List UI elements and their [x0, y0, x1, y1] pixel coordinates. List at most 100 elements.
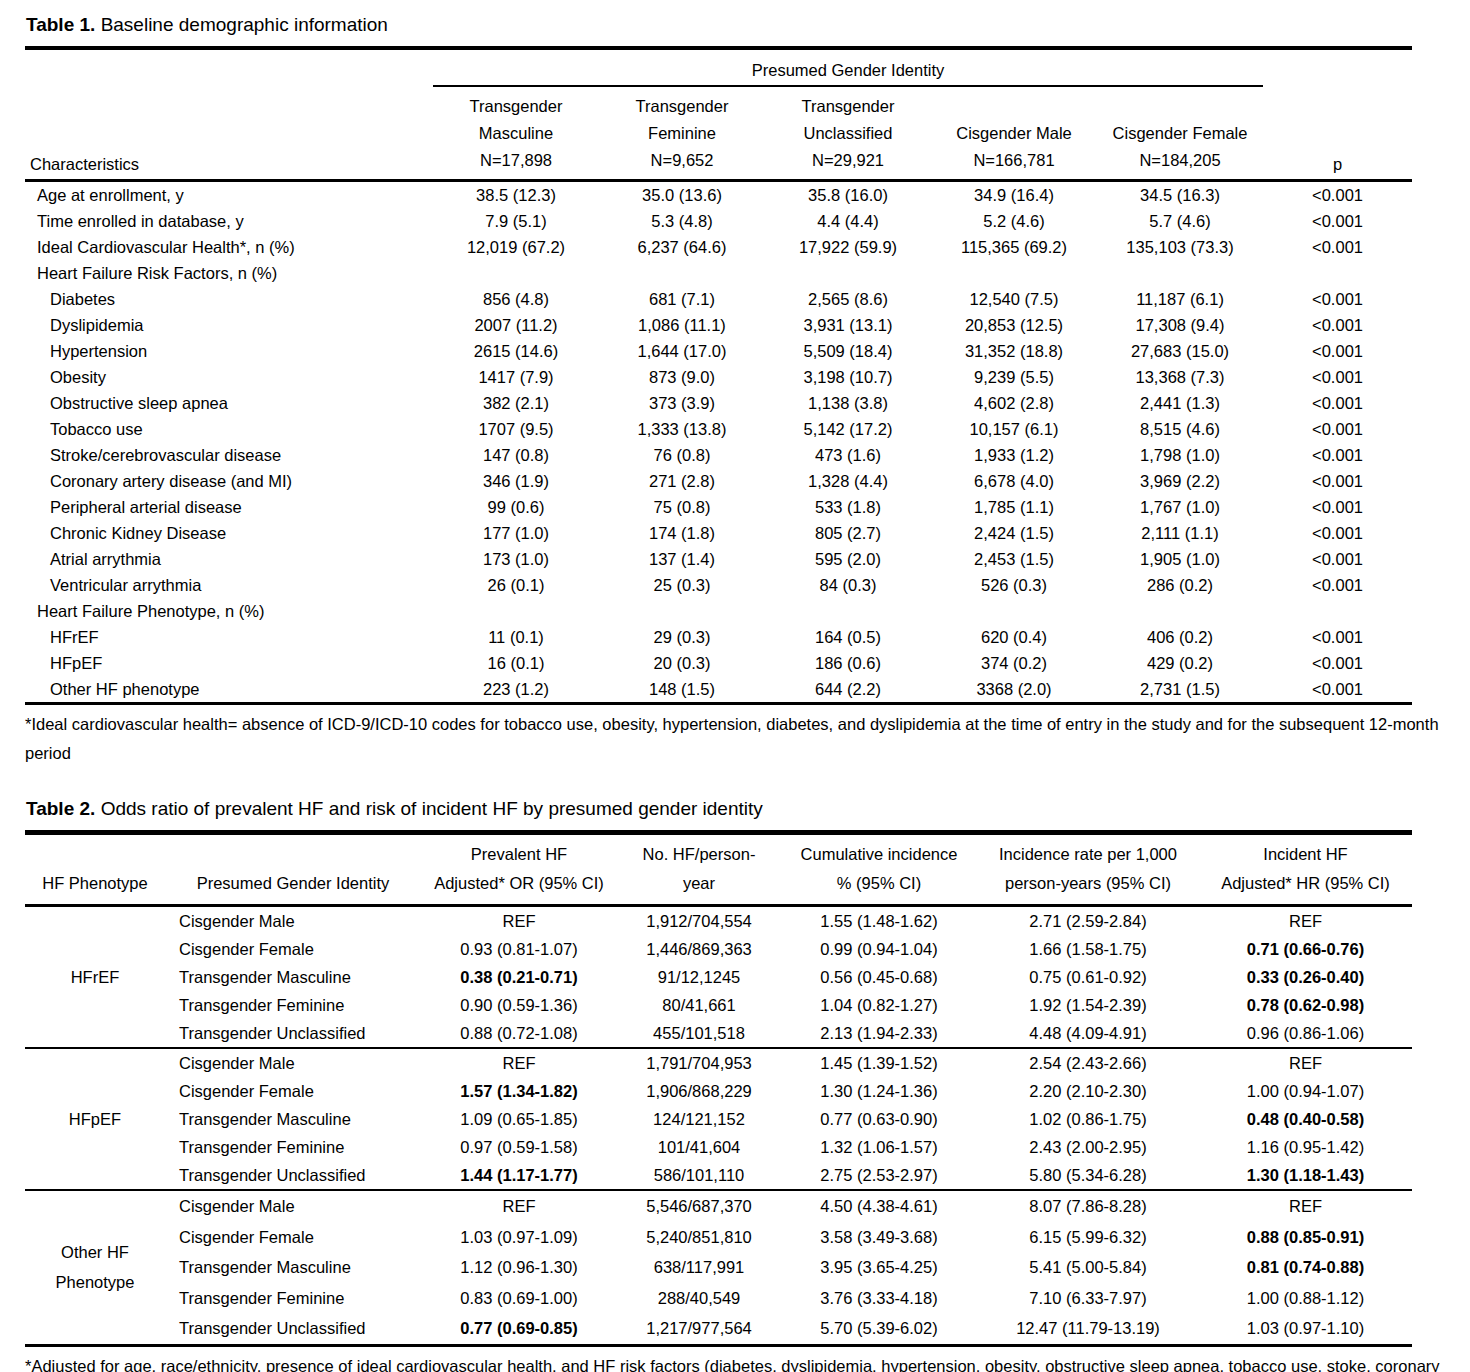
- value-cell: 271 (2.8): [599, 468, 765, 494]
- gender-identity-cell: Transgender Unclassified: [165, 1313, 421, 1345]
- incident-hr-cell: 0.81 (0.74-0.88): [1199, 1252, 1412, 1283]
- incidence-rate-cell: 5.41 (5.00-5.84): [977, 1252, 1199, 1283]
- value-cell: 1417 (7.9): [433, 364, 599, 390]
- incident-hr-cell: 0.48 (0.40-0.58): [1199, 1105, 1412, 1133]
- value-cell: 148 (1.5): [599, 676, 765, 704]
- phenotype-section: HFpEFCisgender MaleREF1,791/704,9531.45 …: [25, 1048, 1412, 1190]
- incidence-rate-cell: 2.71 (2.59-2.84): [977, 906, 1199, 936]
- row-label: Time enrolled in database, y: [25, 208, 433, 234]
- column-header-incident-hf-hr: Incident HF Adjusted* HR (95% CI): [1199, 833, 1412, 906]
- table1-body: Age at enrollment, y38.5 (12.3)35.0 (13.…: [25, 181, 1412, 704]
- column-header-characteristics: Characteristics: [25, 86, 433, 181]
- hf-person-year-cell: 586/101,110: [617, 1161, 781, 1190]
- row-label: HFpEF: [25, 650, 433, 676]
- table-row: Other HF PhenotypeCisgender MaleREF5,546…: [25, 1190, 1412, 1222]
- value-cell: 2007 (11.2): [433, 312, 599, 338]
- value-cell: 873 (9.0): [599, 364, 765, 390]
- value-cell: 35.8 (16.0): [765, 181, 931, 209]
- incident-hr-cell: 0.88 (0.85-0.91): [1199, 1222, 1412, 1253]
- row-label: Heart Failure Phenotype, n (%): [25, 598, 433, 624]
- incidence-rate-cell: 0.75 (0.61-0.92): [977, 963, 1199, 991]
- prevalent-or-cell: 1.09 (0.65-1.85): [421, 1105, 617, 1133]
- row-label: Ideal Cardiovascular Health*, n (%): [25, 234, 433, 260]
- incidence-rate-cell: 1.02 (0.86-1.75): [977, 1105, 1199, 1133]
- table-row: Transgender Feminine0.90 (0.59-1.36)80/4…: [25, 991, 1412, 1019]
- p-value-cell: <0.001: [1263, 546, 1412, 572]
- value-cell: 38.5 (12.3): [433, 181, 599, 209]
- value-cell: 2615 (14.6): [433, 338, 599, 364]
- row-label: Stroke/cerebrovascular disease: [25, 442, 433, 468]
- value-cell: 856 (4.8): [433, 286, 599, 312]
- hf-person-year-cell: 5,240/851,810: [617, 1222, 781, 1253]
- hf-person-year-cell: 124/121,152: [617, 1105, 781, 1133]
- p-value-cell: <0.001: [1263, 338, 1412, 364]
- value-cell: 84 (0.3): [765, 572, 931, 598]
- gender-identity-cell: Transgender Unclassified: [165, 1019, 421, 1048]
- table-row: Coronary artery disease (and MI)346 (1.9…: [25, 468, 1412, 494]
- value-cell: 1707 (9.5): [433, 416, 599, 442]
- table-row: Obesity1417 (7.9)873 (9.0)3,198 (10.7)9,…: [25, 364, 1412, 390]
- p-value-cell: <0.001: [1263, 208, 1412, 234]
- incidence-rate-cell: 2.54 (2.43-2.66): [977, 1048, 1199, 1077]
- row-label: Age at enrollment, y: [25, 181, 433, 209]
- row-label: Diabetes: [25, 286, 433, 312]
- table-row: Chronic Kidney Disease177 (1.0)174 (1.8)…: [25, 520, 1412, 546]
- value-cell: [765, 260, 931, 286]
- table2-title-label: Table 2.: [26, 798, 95, 819]
- cumulative-incidence-cell: 0.77 (0.63-0.90): [781, 1105, 977, 1133]
- table-row: Transgender Feminine0.97 (0.59-1.58)101/…: [25, 1133, 1412, 1161]
- value-cell: 4.4 (4.4): [765, 208, 931, 234]
- prevalent-or-cell: 1.03 (0.97-1.09): [421, 1222, 617, 1253]
- hf-person-year-cell: 1,791/704,953: [617, 1048, 781, 1077]
- table-row: Ventricular arrythmia26 (0.1)25 (0.3)84 …: [25, 572, 1412, 598]
- column-header-presumed-gender-identity: Presumed Gender Identity: [165, 833, 421, 906]
- column-header-cisgender-female: Cisgender Female N=184,205: [1097, 86, 1263, 181]
- prevalent-or-cell: 1.12 (0.96-1.30): [421, 1252, 617, 1283]
- value-cell: 173 (1.0): [433, 546, 599, 572]
- value-cell: 681 (7.1): [599, 286, 765, 312]
- hf-person-year-cell: 638/117,991: [617, 1252, 781, 1283]
- table2-footnote: *Adjusted for age, race/ethnicity, prese…: [25, 1352, 1445, 1372]
- p-value-cell: <0.001: [1263, 624, 1412, 650]
- value-cell: 8,515 (4.6): [1097, 416, 1263, 442]
- table-row: Transgender Feminine0.83 (0.69-1.00)288/…: [25, 1283, 1412, 1314]
- value-cell: 34.5 (16.3): [1097, 181, 1263, 209]
- value-cell: [1097, 260, 1263, 286]
- column-header-transgender-masculine: Transgender Masculine N=17,898: [433, 86, 599, 181]
- p-value-cell: <0.001: [1263, 494, 1412, 520]
- incident-hr-cell: 1.16 (0.95-1.42): [1199, 1133, 1412, 1161]
- value-cell: 16 (0.1): [433, 650, 599, 676]
- gender-identity-cell: Cisgender Female: [165, 1077, 421, 1105]
- value-cell: 5.7 (4.6): [1097, 208, 1263, 234]
- gender-identity-cell: Transgender Masculine: [165, 1252, 421, 1283]
- table2-title-text: Odds ratio of prevalent HF and risk of i…: [101, 798, 763, 819]
- prevalent-or-cell: REF: [421, 1048, 617, 1077]
- value-cell: 406 (0.2): [1097, 624, 1263, 650]
- table2-odds-ratios: HF Phenotype Presumed Gender Identity Pr…: [25, 830, 1412, 1347]
- value-cell: 526 (0.3): [931, 572, 1097, 598]
- row-label: Tobacco use: [25, 416, 433, 442]
- table-row: Stroke/cerebrovascular disease147 (0.8)7…: [25, 442, 1412, 468]
- value-cell: 2,441 (1.3): [1097, 390, 1263, 416]
- value-cell: 3,969 (2.2): [1097, 468, 1263, 494]
- table-row: Heart Failure Phenotype, n (%): [25, 598, 1412, 624]
- value-cell: [1097, 598, 1263, 624]
- table-row: Dyslipidemia2007 (11.2)1,086 (11.1)3,931…: [25, 312, 1412, 338]
- table-row: Peripheral arterial disease99 (0.6)75 (0…: [25, 494, 1412, 520]
- p-value-cell: <0.001: [1263, 572, 1412, 598]
- value-cell: 286 (0.2): [1097, 572, 1263, 598]
- cumulative-incidence-cell: 1.04 (0.82-1.27): [781, 991, 977, 1019]
- value-cell: 147 (0.8): [433, 442, 599, 468]
- gender-identity-cell: Transgender Feminine: [165, 1283, 421, 1314]
- value-cell: 115,365 (69.2): [931, 234, 1097, 260]
- value-cell: 805 (2.7): [765, 520, 931, 546]
- p-value-cell: <0.001: [1263, 234, 1412, 260]
- value-cell: 1,328 (4.4): [765, 468, 931, 494]
- value-cell: 595 (2.0): [765, 546, 931, 572]
- prevalent-or-cell: 1.44 (1.17-1.77): [421, 1161, 617, 1190]
- prevalent-or-cell: 1.57 (1.34-1.82): [421, 1077, 617, 1105]
- value-cell: 186 (0.6): [765, 650, 931, 676]
- hf-person-year-cell: 1,912/704,554: [617, 906, 781, 936]
- value-cell: 473 (1.6): [765, 442, 931, 468]
- value-cell: 5.3 (4.8): [599, 208, 765, 234]
